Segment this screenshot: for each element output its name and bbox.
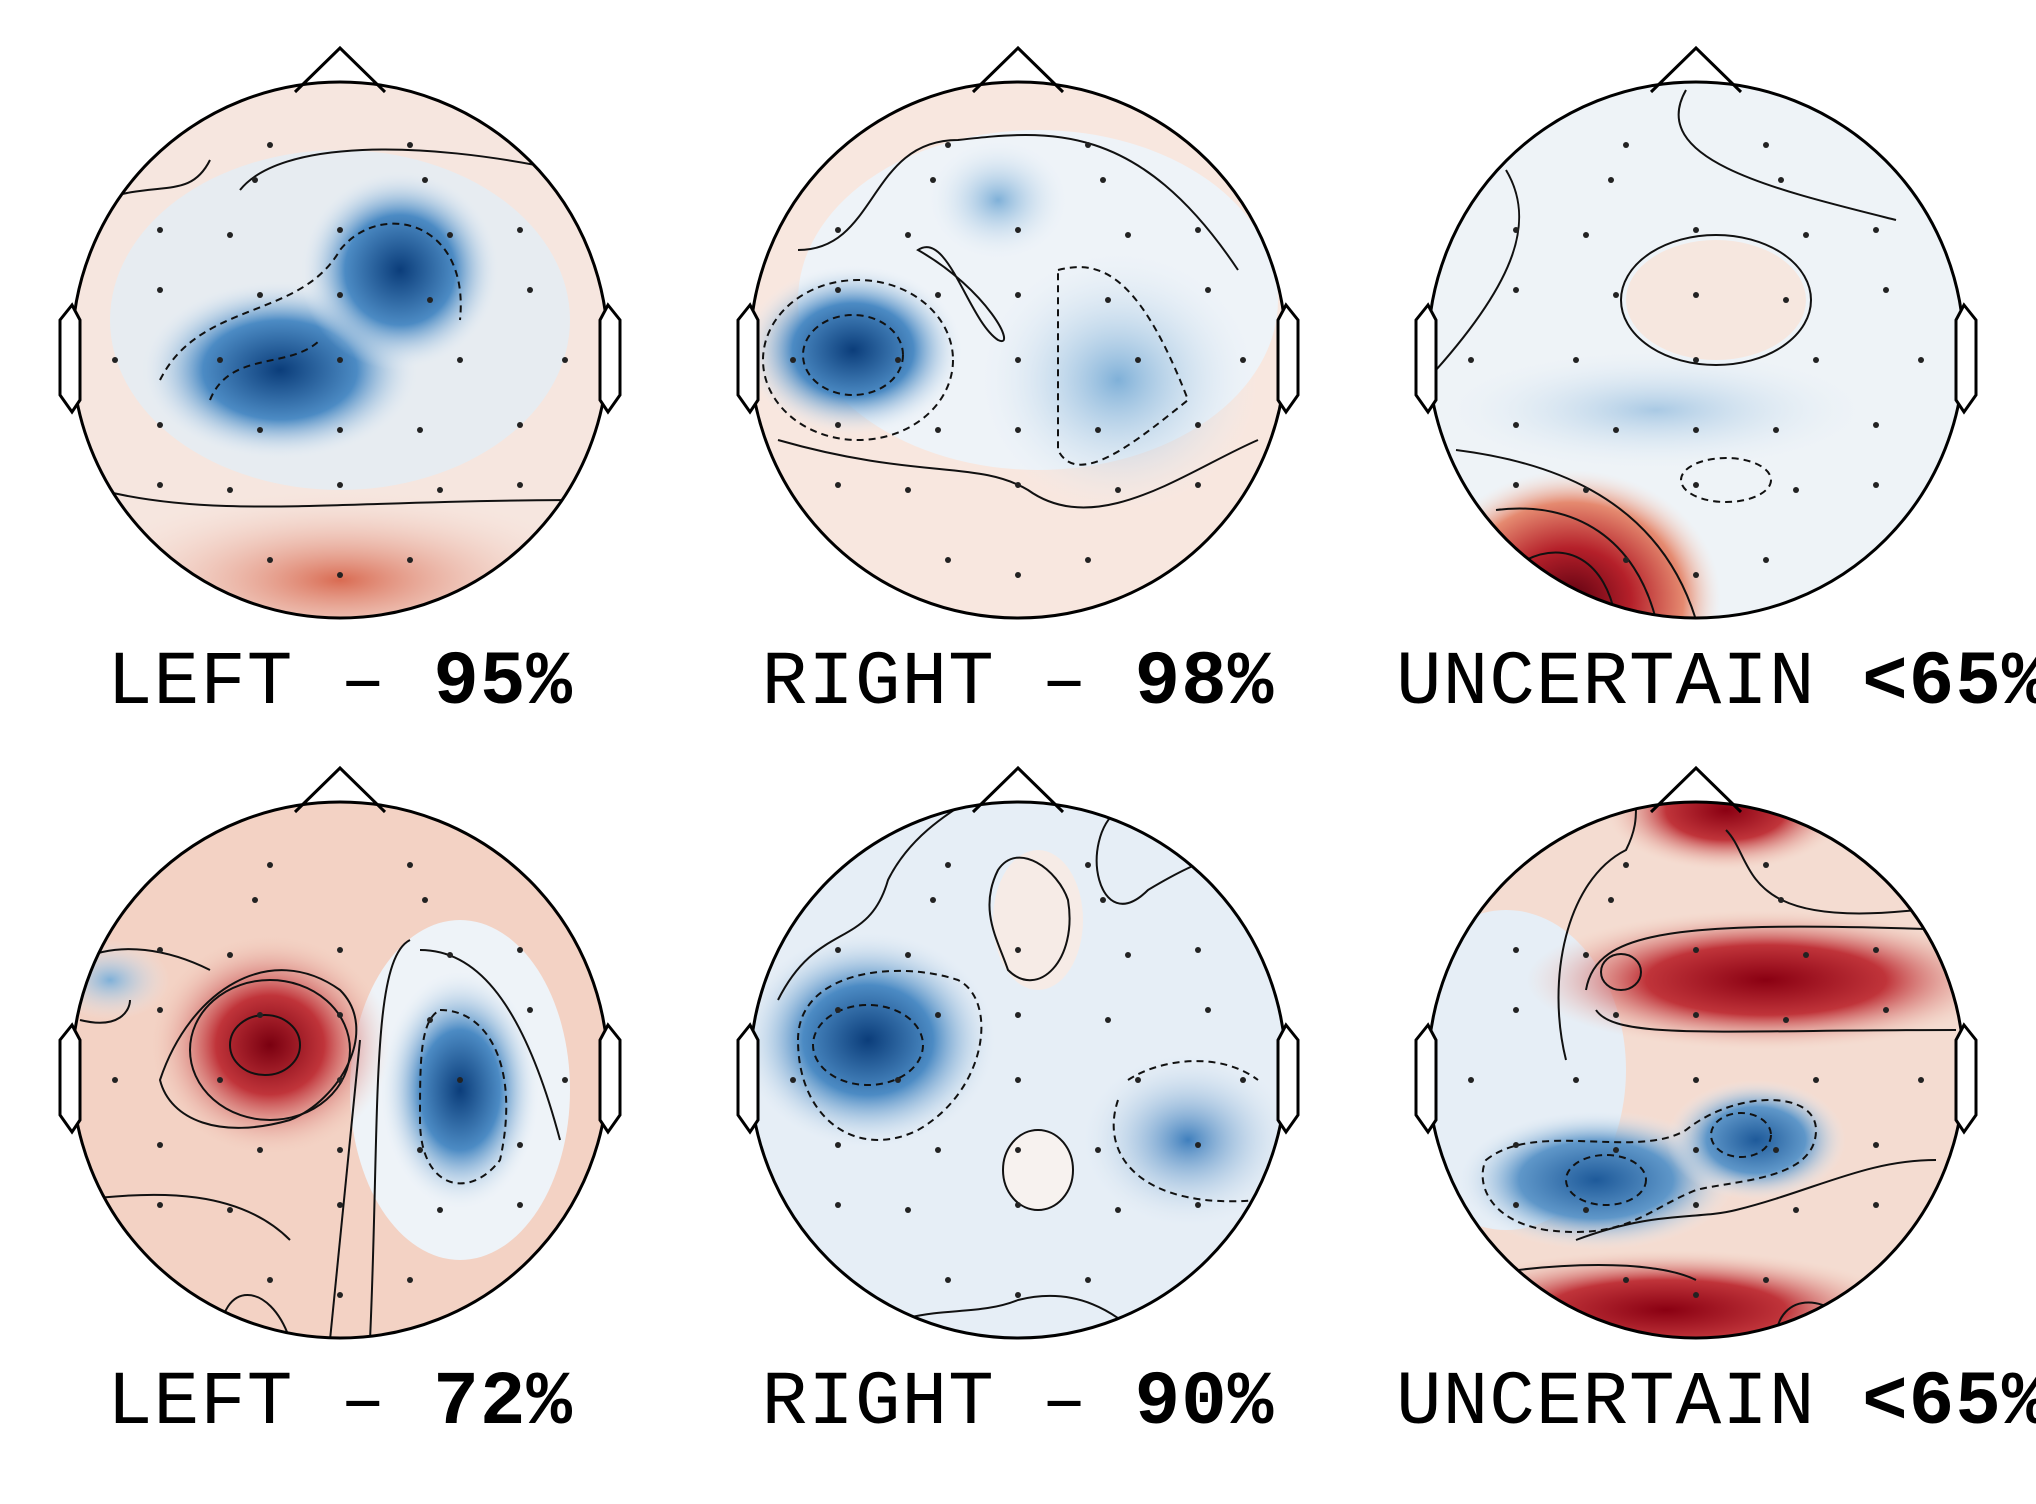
head-topomap-2 [736,45,1300,620]
electrode-dots [1468,862,1924,1298]
nose-icon [1649,765,1743,814]
confidence-value: <65% [1862,1360,2036,1446]
left-ear-icon [1414,1022,1438,1135]
right-ear-icon [598,302,622,415]
neg-activation-blob [750,265,963,435]
class-label: RIGHT [761,640,995,726]
nose-icon [971,45,1065,94]
neg-activation-blob [380,970,540,1210]
left-ear-icon [58,302,82,415]
neg-activation-blob [750,930,998,1150]
electrode-dots [112,862,568,1298]
confidence-value: 90% [1134,1360,1275,1446]
pos-activation-blob [1526,910,1964,1050]
neg-activation-blob [1456,1110,1736,1250]
caption-separator: – [994,1360,1135,1446]
panel-caption: RIGHT – 90% [718,1360,1318,1446]
class-label: RIGHT [761,1360,995,1446]
electrode-dots [790,862,1246,1298]
right-ear-icon [1276,1022,1300,1135]
left-ear-icon [1414,302,1438,415]
class-label: LEFT [106,1360,294,1446]
caption-separator: – [994,640,1135,726]
topomap-panel-3: UNCERTAIN <65% [1396,20,2036,726]
right-ear-icon [1954,302,1978,415]
nose-icon [971,765,1065,814]
class-label: UNCERTAIN [1396,640,1816,726]
panel-caption: LEFT – 95% [40,640,640,726]
topomap-panel-4: LEFT – 72% [40,740,640,1446]
class-label: UNCERTAIN [1396,1360,1816,1446]
caption-separator [1815,640,1862,726]
nose-icon [293,765,387,814]
confidence-value: 95% [433,640,574,726]
class-label: LEFT [106,640,294,726]
head-topomap-1 [58,45,622,620]
electrode-dots [112,142,568,578]
pos-activation-blob [150,935,390,1155]
panel-caption: RIGHT – 98% [718,640,1318,726]
nose-icon [1649,45,1743,94]
electrode-dots [1468,142,1924,578]
nose-icon [293,45,387,94]
right-ear-icon [598,1022,622,1135]
topomap-panel-6: UNCERTAIN <65% [1396,740,2036,1446]
panel-caption: UNCERTAIN <65% [1396,1360,2036,1446]
topomap-panel-5: RIGHT – 90% [718,740,1318,1446]
right-ear-icon [1954,1022,1978,1135]
topomap-panel-2: RIGHT – 98% [718,20,1318,726]
confidence-value: 98% [1134,640,1275,726]
right-ear-icon [1276,302,1300,415]
head-topomap-6 [1414,765,1978,1340]
left-ear-icon [736,1022,760,1135]
topomap-panel-1: LEFT – 95% [40,20,640,726]
caption-separator: – [293,640,434,726]
panel-caption: UNCERTAIN <65% [1396,640,2036,726]
head-topomap-4 [58,765,622,1340]
left-ear-icon [58,1022,82,1135]
caption-separator [1815,1360,1862,1446]
confidence-value: <65% [1862,640,2036,726]
confidence-value: 72% [433,1360,574,1446]
electrode-dots [790,142,1246,578]
panel-caption: LEFT – 72% [40,1360,640,1446]
left-ear-icon [736,302,760,415]
caption-separator: – [293,1360,434,1446]
head-topomap-3 [1414,45,1978,620]
head-topomap-5 [736,765,1300,1340]
